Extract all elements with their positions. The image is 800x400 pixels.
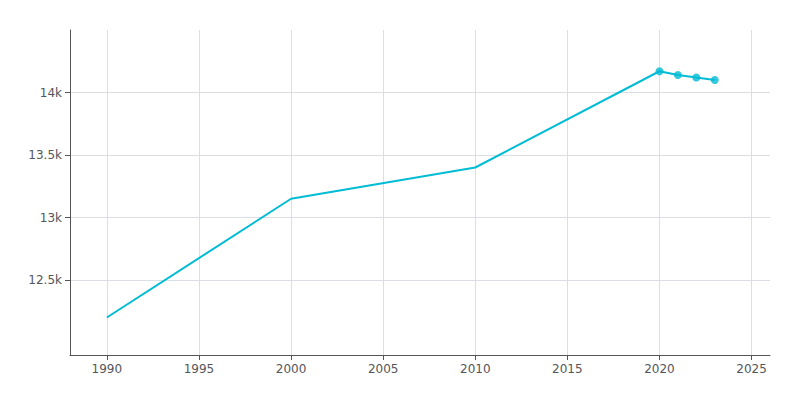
svg-text:2010: 2010 — [460, 362, 491, 376]
svg-text:13.5k: 13.5k — [28, 148, 62, 162]
svg-text:13k: 13k — [40, 211, 62, 225]
svg-text:1995: 1995 — [184, 362, 215, 376]
svg-text:12.5k: 12.5k — [28, 273, 62, 287]
svg-text:2005: 2005 — [368, 362, 399, 376]
svg-text:2025: 2025 — [736, 362, 767, 376]
svg-text:2015: 2015 — [552, 362, 583, 376]
svg-text:2020: 2020 — [644, 362, 675, 376]
svg-text:1990: 1990 — [92, 362, 123, 376]
svg-text:2000: 2000 — [276, 362, 307, 376]
svg-text:14k: 14k — [40, 86, 62, 100]
